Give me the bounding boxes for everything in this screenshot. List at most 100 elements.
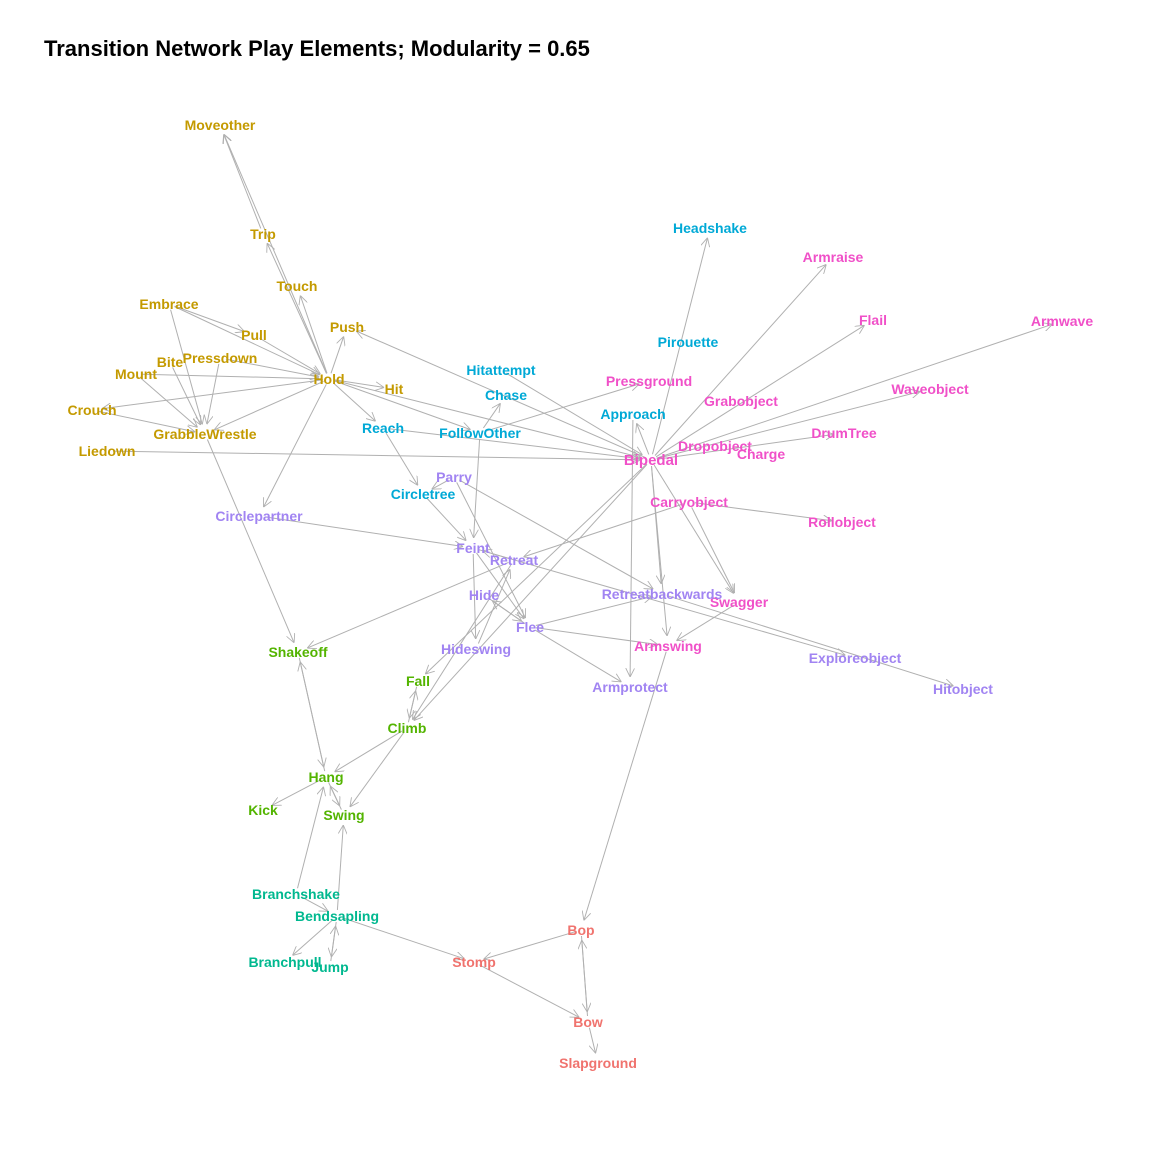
node-flee: Flee [516,619,544,635]
node-fall: Fall [406,673,430,689]
node-armprotect: Armprotect [592,679,668,695]
edge-bow-to-slapground [588,1027,595,1054]
edge-trip-to-moveother [224,134,262,229]
edge-hold-to-touch [300,296,328,374]
node-drumtree: DrumTree [811,425,877,441]
chart-title: Transition Network Play Elements; Modula… [44,36,590,61]
edge-parry-to-retreatbackwards [458,479,653,589]
node-circletree: Circletree [391,486,456,502]
edge-reach-to-circletree [385,432,418,485]
edge-bipedal-to-flail [655,325,864,458]
edge-hang-to-shakeoff [300,662,326,772]
edge-followother-to-chase [482,403,500,429]
edge-mount-to-hold [141,373,319,379]
node-pull: Pull [241,327,267,343]
edge-hold-to-grabblewrestle [214,380,324,430]
node-retreat: Retreat [490,552,539,568]
edge-grabblewrestle-to-shakeoff [206,439,294,643]
edge-pressdown-to-hold [225,358,319,377]
node-mount: Mount [115,366,157,382]
node-embrace: Embrace [139,296,198,312]
edge-hold-to-trip [267,243,327,374]
edge-crouch-to-grabblewrestle [97,410,195,432]
edge-followother-to-feint [474,438,481,538]
edge-climb-to-swing [350,732,404,807]
edge-liedown-to-bipedal [112,450,641,460]
node-circlepartner: Circlepartner [215,508,303,524]
edge-hold-to-followother [334,380,471,430]
edge-carryobject-to-swagger [691,507,735,593]
edge-retreatbackwards-to-hitobject [667,595,954,686]
edge-swagger-to-armswing [677,604,735,641]
node-slapground: Slapground [559,1055,637,1071]
edge-bendsapling-to-swing [336,825,343,911]
node-hide: Hide [469,587,500,603]
node-exploreobject: Exploreobject [809,650,902,666]
node-reach: Reach [362,420,404,436]
edge-bite-to-grabblewrestle [172,367,201,425]
edge-climb-to-fall [407,691,415,723]
edge-bendsapling-to-branchpull [293,919,333,955]
edge-bop-to-stomp [484,931,576,959]
nodes-layer: Moveother Trip Touch Embrace Push Pull Pressdo… [68,117,1094,1071]
node-hang: Hang [309,769,344,785]
edge-hold-to-crouch [102,379,324,409]
edge-embrace-to-grabblewrestle [170,309,203,425]
edge-bipedal-to-retreatbackwards [651,465,662,584]
node-chase: Chase [485,387,527,403]
node-grabobject: Grabobject [704,393,778,409]
edge-jump-to-bendsapling [331,926,336,962]
edge-flee-to-armprotect [534,629,621,682]
node-dropobject: Dropobject [678,438,752,454]
node-touch: Touch [277,278,318,294]
edge-flee-to-hide [492,601,526,625]
edge-reach-to-bipedal [388,428,641,459]
node-armraise: Armraise [803,249,864,265]
node-armswing: Armswing [634,638,702,654]
edge-branchshake-to-bendsapling [301,896,328,912]
node-retreatbackwards: Retreatbackwards [602,586,723,602]
node-pirouette: Pirouette [658,334,719,350]
node-approach: Approach [600,406,665,422]
node-pressground: Pressground [606,373,692,389]
edge-bipedal-to-headshake [652,238,708,455]
edge-hang-to-kick [272,779,321,806]
node-swing: Swing [323,807,364,823]
node-feint: Feint [456,540,490,556]
node-crouch: Crouch [68,402,117,418]
node-hold: Hold [313,371,344,387]
edge-approach-to-armprotect [630,419,633,677]
edge-flee-to-retreatbackwards [535,596,653,626]
edge-retreat-to-shakeoff [307,561,509,648]
node-stomp: Stomp [452,954,496,970]
node-liedown: Liedown [79,443,136,459]
edge-bow-to-bop [582,940,588,1017]
edge-retreat-to-climb [412,564,512,720]
edge-swing-to-hang [330,786,342,810]
edge-flee-to-armswing [535,627,658,645]
node-rollobject: Rollobject [808,514,876,530]
edge-mount-to-grabblewrestle [140,377,198,428]
node-hitattempt: Hitattempt [466,362,536,378]
edge-embrace-to-pull [174,305,245,332]
node-grabblewrestle: GrabbleWrestle [153,426,256,442]
node-climb: Climb [388,720,427,736]
edge-branchshake-to-hang [297,787,324,889]
node-followother: FollowOther [439,425,521,441]
node-bop: Bop [567,922,594,938]
edge-hold-to-bipedal [334,380,642,458]
edge-bipedal-to-drumtree [656,434,834,460]
edge-feint-to-flee [476,552,525,619]
node-shakeoff: Shakeoff [268,644,327,660]
edge-bipedal-to-waveobject [656,392,921,459]
node-headshake: Headshake [673,220,747,236]
node-moveother: Moveother [185,117,256,133]
edge-bipedal-to-climb [414,464,648,720]
edge-feint-to-exploreobject [478,549,846,656]
node-carryobject: Carryobject [650,494,728,510]
node-bendsapling: Bendsapling [295,908,379,924]
edge-pull-to-hold [258,337,320,374]
node-trip: Trip [250,226,276,242]
edge-carryobject-to-retreat [524,503,684,557]
